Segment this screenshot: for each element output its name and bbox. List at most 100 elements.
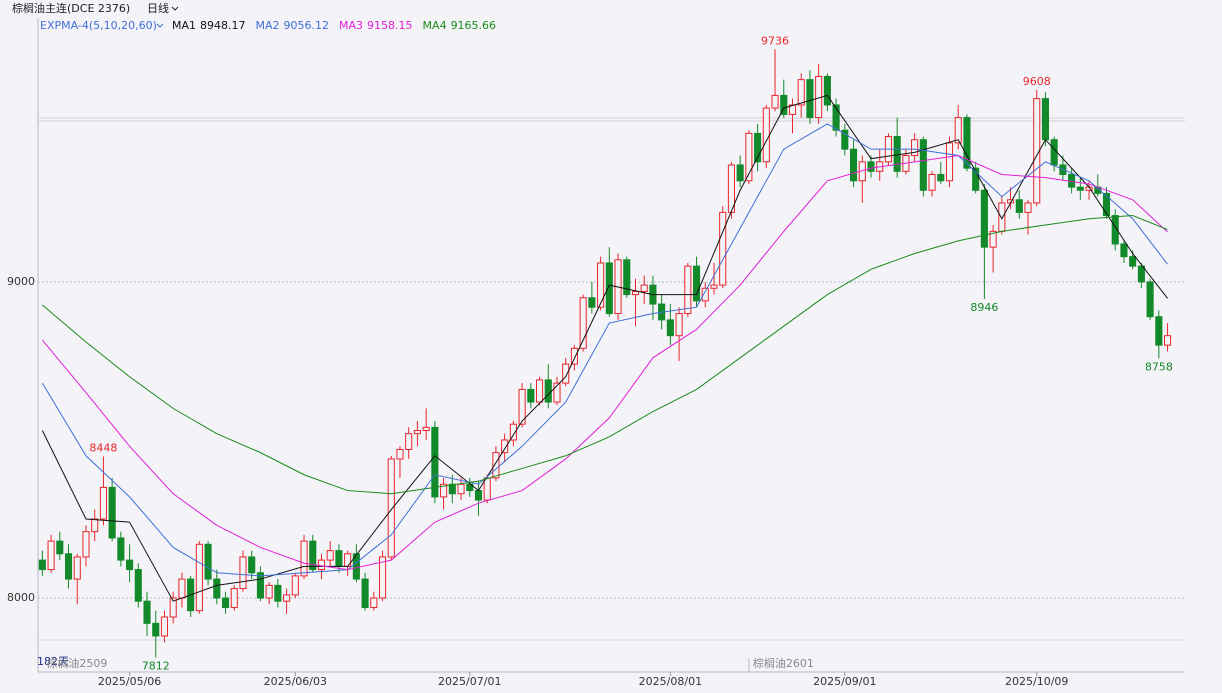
candle-body	[640, 284, 648, 292]
candle-body	[823, 75, 831, 106]
candle-body	[893, 136, 901, 172]
candle-body	[1129, 256, 1137, 267]
candle-body	[623, 259, 631, 296]
candle-body	[387, 458, 395, 558]
chevron	[171, 6, 179, 11]
candle-body	[274, 584, 282, 602]
candle-body	[335, 550, 343, 567]
days-label: 182天	[37, 655, 69, 668]
legend-name: MA1	[172, 19, 196, 32]
candle-body	[954, 117, 962, 144]
candle-body	[710, 284, 718, 289]
candle-body	[1155, 316, 1163, 346]
candle-body	[998, 202, 1006, 232]
x-tick-label: 2025/06/03	[264, 675, 327, 688]
candle-body	[797, 79, 805, 106]
candle-body	[1120, 243, 1128, 258]
legend-name: MA2	[256, 19, 280, 32]
candle-body	[911, 139, 919, 157]
candle-body	[56, 540, 64, 555]
candle-body	[413, 430, 421, 435]
candle-body	[38, 559, 46, 571]
candle-body	[344, 553, 352, 567]
candle-body	[378, 556, 387, 599]
candle-body	[719, 211, 727, 286]
candle-body	[361, 578, 369, 609]
candle-body	[527, 388, 535, 403]
chart-title: 棕榈油主连(DCE 2376)	[12, 1, 130, 15]
candle-body	[1102, 192, 1111, 217]
candle-body	[152, 622, 160, 637]
candle-body	[684, 265, 692, 315]
x-tick-label: 2025/10/09	[1005, 675, 1068, 688]
candle-body	[501, 439, 509, 454]
candle-body	[492, 452, 500, 479]
y-tick-label: 9000	[7, 275, 35, 288]
candle-body	[562, 363, 570, 384]
candle-body	[431, 426, 439, 498]
candle-body	[806, 79, 814, 119]
candle-body	[326, 550, 334, 561]
x-tick-label: 2025/08/01	[639, 675, 702, 688]
candle-body	[928, 173, 936, 191]
candle-body	[980, 189, 988, 248]
candle-body	[701, 287, 709, 302]
candle-body	[963, 117, 971, 169]
candle-body	[300, 540, 308, 577]
candle-body	[195, 543, 203, 612]
candle-body	[1024, 202, 1032, 213]
candle-body	[518, 388, 526, 425]
ma-line	[42, 215, 1168, 495]
candle-body	[745, 132, 753, 182]
candle-body	[64, 553, 73, 580]
candle-body	[352, 553, 360, 580]
chevron	[156, 23, 164, 28]
period[interactable]: 日线	[147, 1, 169, 15]
candle-body	[221, 597, 230, 609]
contract-label: 棕榈油2509	[46, 656, 107, 670]
candle-body	[483, 477, 491, 501]
candle-body	[762, 107, 770, 163]
extreme-label: 8758	[1145, 360, 1173, 373]
ma-line	[41, 123, 1168, 577]
legend-value: 9165.66	[451, 19, 497, 32]
candle-body	[370, 597, 378, 609]
legend-value: 9158.15	[367, 19, 413, 32]
candle-body	[509, 423, 517, 441]
candle-body	[239, 556, 247, 590]
candle-body	[1146, 281, 1154, 318]
candle-body	[1015, 199, 1023, 213]
candle-body	[126, 559, 134, 571]
candle-body	[178, 578, 186, 599]
candle-body	[1041, 98, 1049, 141]
candle-body	[666, 319, 674, 337]
candle-body	[1111, 215, 1119, 245]
candle-body	[73, 556, 81, 580]
candle-body	[631, 290, 640, 296]
candle-body	[1164, 335, 1172, 346]
extreme-label: 9608	[1023, 75, 1051, 88]
candle-body	[736, 164, 744, 182]
candle-body	[396, 448, 404, 460]
y-tick-label: 8000	[7, 591, 35, 604]
candle-body	[99, 486, 107, 520]
legend-name: MA3	[339, 19, 363, 32]
candle-body	[213, 578, 221, 599]
candle-body	[291, 575, 299, 596]
ma-line	[41, 94, 1168, 602]
candle-body	[788, 104, 797, 115]
candle-body	[91, 518, 99, 533]
candle-body	[440, 483, 448, 498]
contract-label: 棕榈油2601	[753, 656, 814, 670]
legend-name: MA4	[423, 19, 447, 32]
candle-body	[309, 540, 317, 571]
candle-body	[597, 262, 605, 308]
extreme-label: 8946	[970, 301, 998, 314]
candle-body	[474, 490, 483, 501]
candle-body	[1076, 186, 1084, 191]
indicator[interactable]: EXPMA-4(5,10,20,60)	[40, 19, 157, 32]
candle-body	[867, 161, 875, 172]
candle-body	[780, 94, 788, 115]
candle-body	[919, 139, 927, 191]
